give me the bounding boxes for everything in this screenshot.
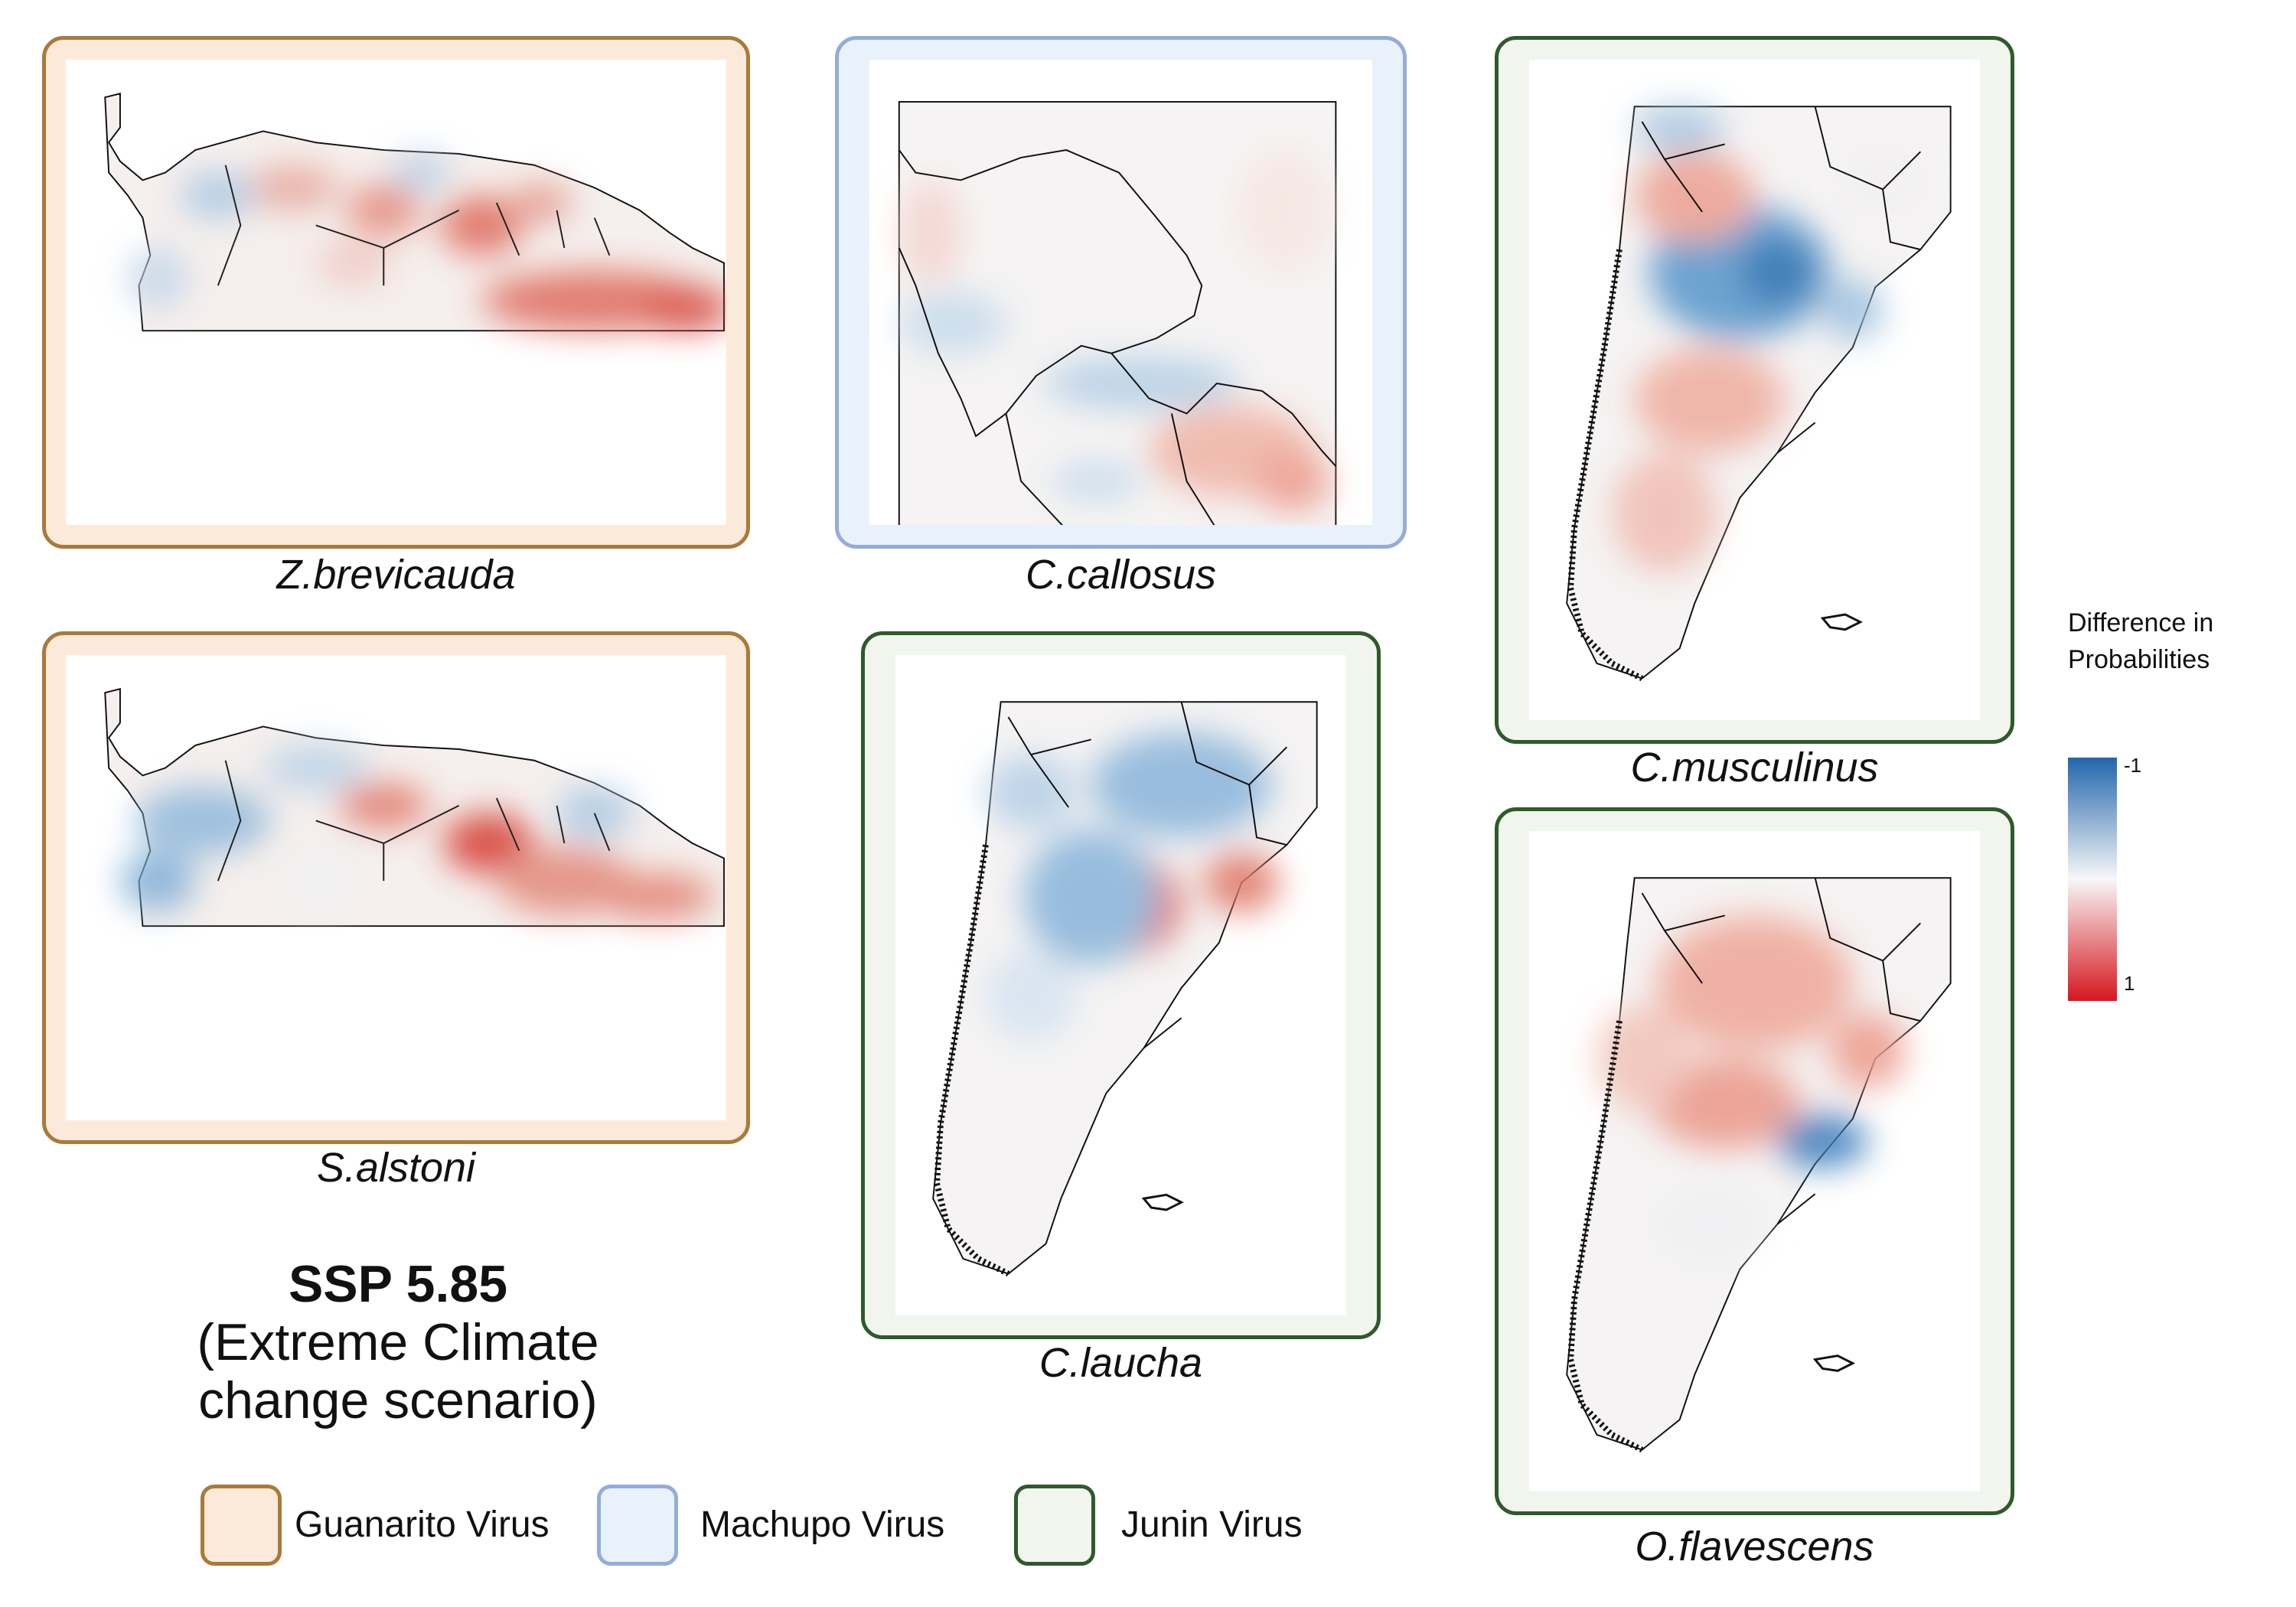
scenario-subtitle-line1: (Extreme Climate [197, 1313, 599, 1371]
map-c-laucha [932, 701, 1318, 1277]
chile-coastline [1567, 249, 1644, 682]
map-panel-s-alstoni [42, 631, 750, 1144]
caption-o-flavescens: O.flavescens [1635, 1524, 1874, 1570]
falkland-islands [1820, 613, 1863, 631]
colorbar-gradient [2068, 758, 2117, 1001]
colorbar-tick-max: 1 [2124, 972, 2135, 995]
legend-swatch-guanarito [201, 1485, 282, 1566]
chile-coastline [1567, 1020, 1644, 1453]
map-area-c-callosus [869, 60, 1372, 525]
map-panel-c-callosus [835, 36, 1407, 549]
colorbar-title-line2: Probabilities [2068, 645, 2210, 674]
map-area-z-brevicauda [66, 60, 726, 525]
chile-coastline [934, 844, 1010, 1277]
falkland-islands [1812, 1354, 1856, 1372]
map-area-c-laucha [895, 655, 1346, 1315]
legend-label-guanarito: Guanarito Virus [295, 1504, 550, 1545]
caption-z-brevicauda: Z.brevicauda [276, 552, 516, 598]
map-s-alstoni [104, 688, 725, 927]
colorbar-title-line1: Difference in [2068, 608, 2214, 637]
map-c-musculinus [1566, 106, 1952, 682]
map-area-c-musculinus [1529, 60, 1980, 720]
map-panel-c-laucha [861, 631, 1381, 1339]
map-panel-c-musculinus [1495, 36, 2014, 744]
caption-c-laucha: C.laucha [1039, 1340, 1203, 1386]
map-area-o-flavescens [1529, 831, 1980, 1491]
map-c-callosus [898, 101, 1337, 525]
legend-swatch-machupo [597, 1485, 678, 1566]
colorbar-tick-min: -1 [2124, 754, 2142, 777]
scenario-title: SSP 5.85 [288, 1255, 508, 1313]
caption-c-musculinus: C.musculinus [1630, 745, 1879, 790]
map-o-flavescens [1566, 877, 1952, 1453]
scenario-subtitle-line2: change scenario) [198, 1371, 598, 1429]
legend-label-junin: Junin Virus [1121, 1504, 1303, 1545]
caption-c-callosus: C.callosus [1025, 552, 1217, 598]
map-z-brevicauda [104, 93, 726, 332]
map-area-s-alstoni [66, 655, 726, 1120]
map-panel-z-brevicauda [42, 36, 750, 549]
legend-label-machupo: Machupo Virus [700, 1504, 945, 1545]
map-panel-o-flavescens [1495, 807, 2014, 1515]
scenario-label: SSP 5.85 (Extreme Climate change scenari… [130, 1255, 666, 1429]
caption-s-alstoni: S.alstoni [316, 1145, 476, 1191]
country-borders [217, 165, 611, 286]
bolivia-border [898, 149, 1203, 438]
legend-swatch-junin [1014, 1485, 1095, 1566]
falkland-islands [1141, 1193, 1184, 1211]
colorbar-title: Difference in Probabilities [2068, 605, 2213, 678]
land-southern-cone [932, 701, 1318, 1275]
